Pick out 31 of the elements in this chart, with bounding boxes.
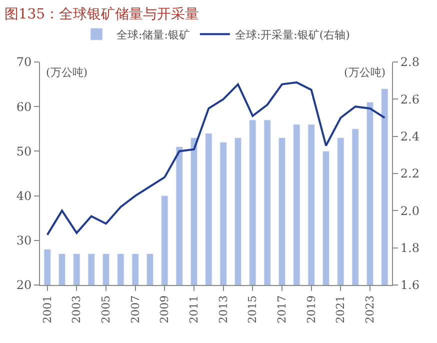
x-tick-label: 2019 [304,295,318,324]
x-tick-label: 2009 [158,295,172,324]
y-tick-label: 50 [16,144,32,158]
x-tick-label: 2001 [40,295,54,324]
x-tick-label: 2003 [70,295,84,324]
y-tick-label: 20 [16,278,32,292]
x-tick-label: 2017 [276,295,289,324]
y-tick-label: 30 [16,234,32,248]
y-tick-label: 60 [16,100,32,114]
y2-tick-label: 2.6 [400,92,420,106]
x-tick-label: 2005 [100,295,113,324]
y-tick-label: 40 [16,189,32,203]
x-tick-label: 2013 [216,295,230,324]
y2-tick-label: 2.8 [400,55,420,70]
x-tick-label: 2011 [188,295,201,324]
x-tick-label: 2007 [128,295,142,324]
y2-tick-label: 2.2 [400,166,420,181]
x-tick-label: 2021 [334,295,348,324]
y-tick-label: 70 [16,55,32,70]
legend-label: 全球:储量:银矿 [116,28,190,42]
x-tick-label: 2023 [364,295,377,324]
annotation: (万公吨) [344,66,386,79]
x-tick-label: 2015 [246,295,260,324]
y2-tick-label: 2.0 [400,204,420,218]
chart-title: 图135：全球银矿储量与开采量 [4,6,200,22]
y2-tick-label: 1.6 [400,278,420,292]
legend-label: 全球:开采量:银矿(右轴) [234,28,350,42]
line-series [46,81,386,236]
y2-tick-label: 1.8 [400,241,420,256]
annotation: (万公吨) [46,66,88,79]
y2-tick-label: 2.4 [400,130,420,144]
